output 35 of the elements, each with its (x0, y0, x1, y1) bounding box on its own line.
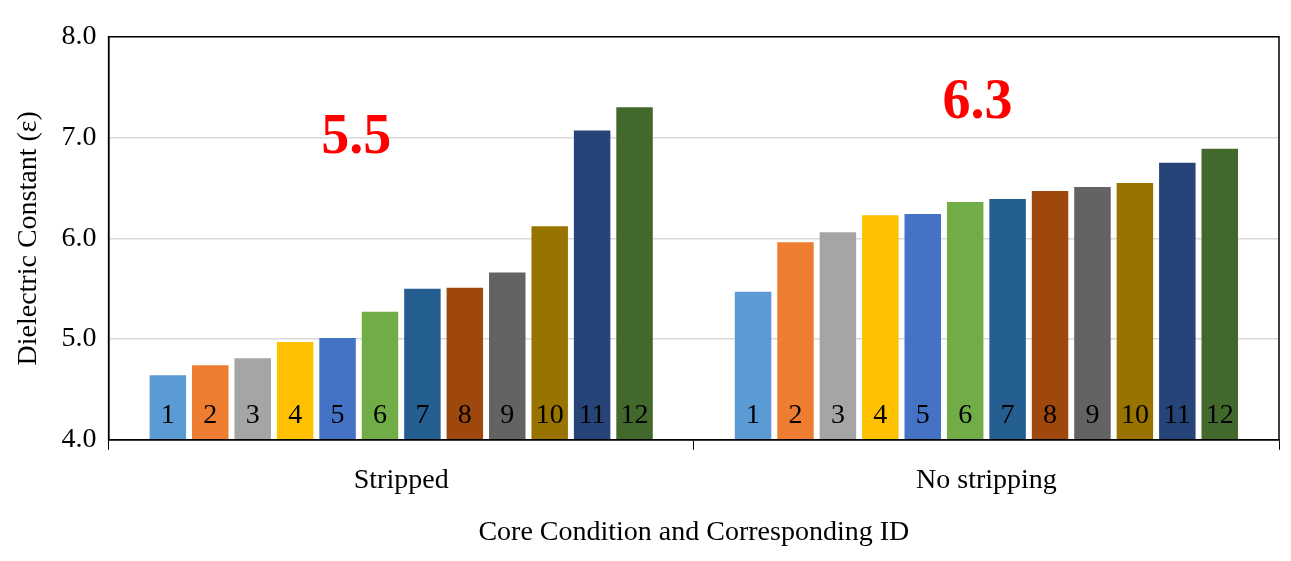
series-label: 7 (415, 398, 430, 430)
series-label: 10 (535, 398, 564, 430)
series-label: 11 (578, 398, 606, 430)
series-label: 8 (457, 398, 472, 430)
annotation: 6.3 (942, 68, 1013, 131)
text: 6 (372, 398, 387, 430)
x-axis-title: Core Condition and Corresponding ID (478, 514, 910, 546)
y-tick-label: 7.0 (61, 119, 97, 151)
text: 11 (1163, 398, 1191, 430)
y-tick-label: 6.0 (61, 220, 97, 252)
text: 7 (1000, 398, 1015, 430)
text: 2 (788, 398, 803, 430)
text: 3 (830, 398, 845, 430)
series-label: 9 (500, 398, 515, 430)
text: 5 (915, 398, 930, 430)
series-label: 3 (245, 398, 260, 430)
text: 10 (1120, 398, 1149, 430)
series-label: 6 (958, 398, 973, 430)
text: 9 (1085, 398, 1100, 430)
y-axis-title: Dielectric Constant (ε) (11, 111, 43, 366)
x-tick-label: Stripped (353, 462, 449, 494)
series-label: 12 (620, 398, 649, 430)
text: 12 (1205, 398, 1234, 430)
text: 8 (1043, 398, 1058, 430)
text: 4 (873, 398, 888, 430)
y-tick-label: 5.0 (61, 321, 97, 353)
y-tick-label: 8.0 (61, 19, 97, 51)
y-tick-label: 4.0 (61, 422, 97, 454)
series-label: 1 (160, 398, 175, 430)
text: 1 (746, 398, 761, 430)
x-tick-label: No stripping (916, 462, 1057, 494)
series-label: 5 (330, 398, 345, 430)
series-label: 4 (288, 398, 303, 430)
series-label: 2 (203, 398, 218, 430)
annotation: 5.5 (321, 103, 392, 166)
